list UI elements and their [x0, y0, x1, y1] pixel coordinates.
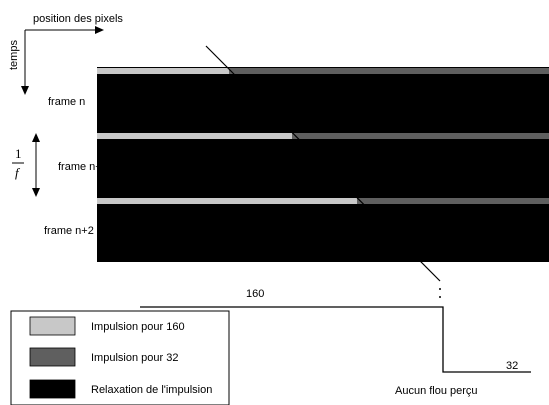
profile-high-value: 160 — [246, 288, 264, 300]
frame-label-n2: frame n+2 — [44, 225, 94, 237]
y-axis-label: temps — [8, 40, 20, 70]
impulse-160-frame-n2 — [97, 198, 357, 204]
period-numerator: 1 — [15, 146, 22, 161]
impulse-160-frame-n1 — [97, 133, 292, 139]
frame-rows — [97, 68, 549, 204]
legend-label-relaxation: Relaxation de l'impulsion — [91, 384, 212, 396]
x-arrowhead-icon — [95, 26, 104, 34]
profile-line — [140, 306, 531, 373]
frame-label-n: frame n — [48, 96, 85, 108]
axes: position des pixels temps — [8, 13, 123, 95]
period-arrow-up-icon — [32, 133, 40, 142]
frame-label-n1: frame n+1 — [58, 161, 108, 173]
legend-swatch-relaxation — [29, 379, 76, 399]
legend: Impulsion pour 160 Impulsion pour 32 Rel… — [10, 310, 230, 405]
legend-swatch-32 — [29, 347, 76, 367]
period-arrow-down-icon — [32, 188, 40, 197]
impulse-160-frame-n — [97, 68, 229, 74]
impulse-32-frame-n2 — [357, 198, 549, 204]
period-denominator: f — [15, 165, 21, 180]
relaxation-block — [97, 67, 549, 262]
tracking-line — [205, 45, 441, 282]
impulse-32-frame-n1 — [292, 133, 549, 139]
y-arrowhead-icon — [21, 86, 29, 95]
legend-label-160: Impulsion pour 160 — [91, 321, 185, 333]
x-axis-label: position des pixels — [33, 13, 123, 25]
legend-swatch-160 — [29, 316, 76, 336]
profile-caption: Aucun flou perçu — [395, 385, 478, 397]
legend-label-32: Impulsion pour 32 — [91, 352, 178, 364]
profile-low-value: 32 — [506, 360, 518, 372]
period-indicator: 1 f — [12, 133, 40, 197]
impulse-32-frame-n — [229, 68, 549, 74]
perceived-profile: 160 32 Aucun flou perçu — [140, 288, 531, 397]
